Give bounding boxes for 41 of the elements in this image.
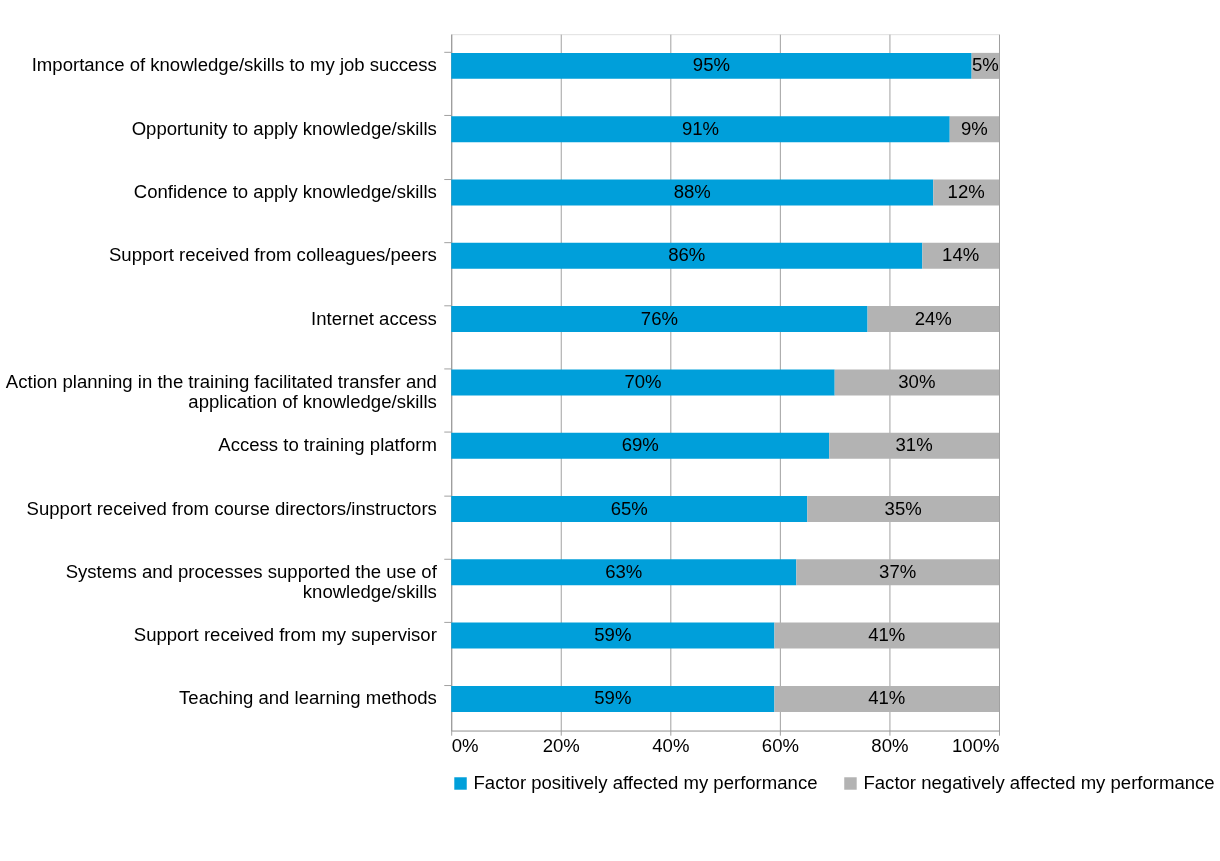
data-label: 69% (621, 434, 659, 456)
data-label: 12% (947, 181, 985, 203)
legend-label: Factor negatively affected my performance (863, 772, 1215, 794)
data-label: 86% (668, 244, 706, 266)
data-label: 63% (605, 560, 643, 582)
x-tick-label: 20% (542, 735, 580, 757)
y-tick-label: Teaching and learning methods (179, 687, 437, 709)
data-label: 5% (971, 54, 999, 76)
data-label: 24% (914, 307, 952, 329)
data-label: 65% (610, 497, 648, 519)
data-label: 41% (868, 624, 906, 646)
y-tick-label: Internet access (311, 307, 437, 329)
data-label: 35% (884, 497, 922, 519)
y-tick-label: Action planning in the training facilitated transfer and application of knowledge/skills (5, 370, 437, 413)
x-tick-label: 100% (952, 735, 1000, 757)
x-tick-label: 40% (652, 735, 690, 757)
data-label: 95% (692, 54, 730, 76)
x-tick-label: 80% (871, 735, 909, 757)
y-tick-label: Support received from course directors/instructors (26, 497, 437, 519)
data-label: 41% (868, 687, 906, 709)
y-tick-label: Support received from my supervisor (133, 624, 437, 646)
legend-label: Factor positively affected my performance (473, 772, 818, 794)
data-label: 31% (895, 434, 933, 456)
data-label: 14% (942, 244, 980, 266)
data-label: 37% (879, 560, 917, 582)
y-tick-label: Confidence to apply knowledge/skills (133, 181, 437, 203)
data-label: 59% (594, 624, 632, 646)
x-tick-label: 0% (451, 735, 479, 757)
data-label: 70% (624, 370, 662, 392)
data-label: 88% (673, 181, 711, 203)
y-tick-label: Access to training platform (218, 434, 437, 456)
data-label: 59% (594, 687, 632, 709)
data-label: 91% (681, 117, 720, 139)
data-label: 9% (960, 117, 988, 139)
y-tick-label: Importance of knowledge/skills to my job success (31, 54, 437, 76)
y-tick-label: Support received from colleagues/peers (109, 244, 437, 266)
data-label: 76% (640, 307, 678, 329)
data-label: 30% (898, 370, 936, 392)
y-tick-label: Systems and processes supported the use of knowledge/skills (65, 560, 438, 603)
y-tick-label: Opportunity to apply knowledge/skills (131, 117, 437, 139)
x-tick-label: 60% (761, 735, 799, 757)
